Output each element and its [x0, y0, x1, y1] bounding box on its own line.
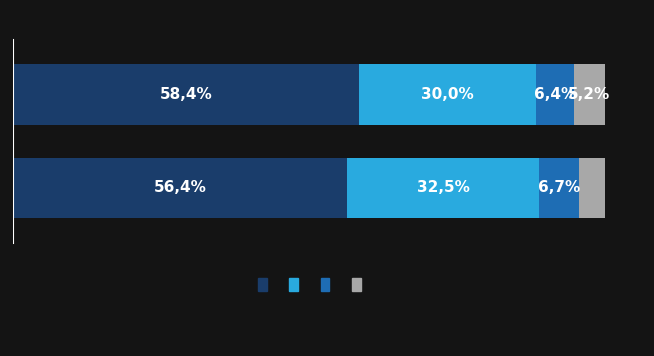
Bar [358, 64, 536, 125]
Bar [347, 158, 539, 218]
Bar [539, 158, 579, 218]
Bar [579, 158, 605, 218]
Bar [536, 64, 574, 125]
Text: 6,4%: 6,4% [534, 87, 576, 102]
Text: 32,5%: 32,5% [417, 180, 470, 195]
Text: 56,4%: 56,4% [154, 180, 207, 195]
Text: 5,2%: 5,2% [568, 87, 611, 102]
Bar [13, 158, 347, 218]
Legend: , , , : , , , [253, 273, 370, 297]
Text: 6,7%: 6,7% [538, 180, 580, 195]
Bar [13, 64, 358, 125]
Text: 58,4%: 58,4% [160, 87, 213, 102]
Bar [574, 64, 605, 125]
Text: 30,0%: 30,0% [421, 87, 473, 102]
